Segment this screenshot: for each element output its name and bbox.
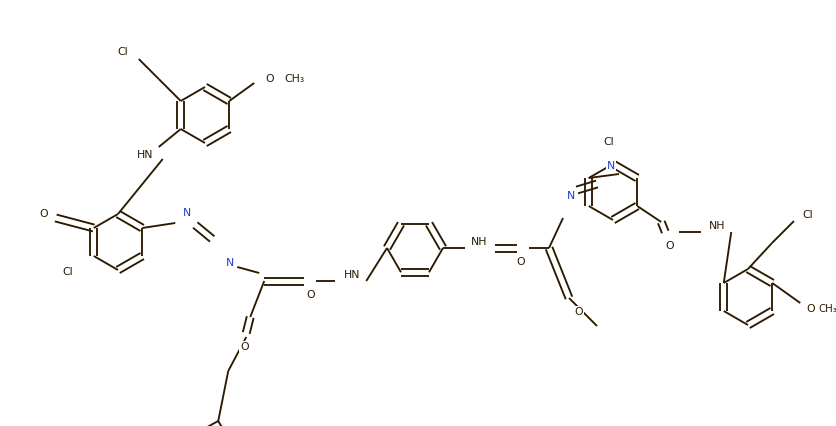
Text: HN: HN	[136, 150, 153, 160]
Text: O: O	[574, 307, 583, 317]
Text: O: O	[306, 290, 314, 300]
Text: N: N	[226, 258, 234, 268]
Text: N: N	[183, 208, 191, 218]
Text: O: O	[265, 74, 273, 84]
Text: O: O	[240, 342, 248, 352]
Text: N: N	[566, 191, 574, 201]
Text: Cl: Cl	[117, 47, 128, 57]
Text: NH: NH	[708, 221, 725, 231]
Text: CH₃: CH₃	[284, 74, 304, 84]
Text: N: N	[606, 161, 614, 171]
Text: CH₃: CH₃	[818, 304, 836, 314]
Text: Cl: Cl	[63, 267, 73, 277]
Text: NH: NH	[470, 237, 487, 247]
Text: Cl: Cl	[802, 210, 813, 220]
Text: O: O	[39, 209, 48, 219]
Text: Cl: Cl	[603, 137, 614, 147]
Text: O: O	[664, 241, 673, 251]
Text: O: O	[516, 257, 525, 267]
Text: HN: HN	[344, 270, 360, 280]
Text: O: O	[805, 304, 813, 314]
